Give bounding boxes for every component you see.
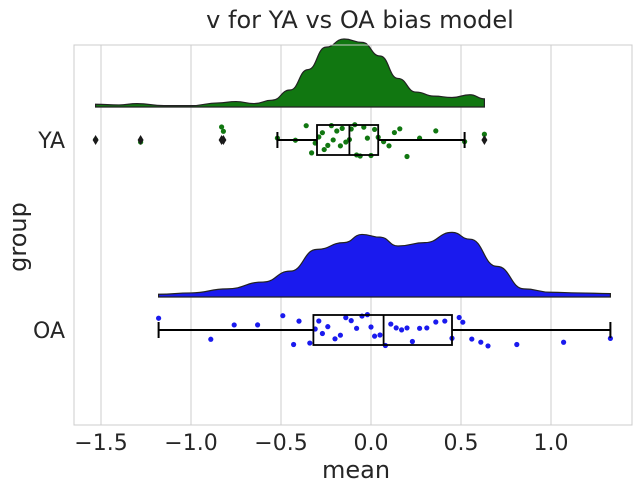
- x-tick-label: 0.0: [354, 431, 389, 456]
- data-point: [386, 143, 392, 149]
- box-plot-ya: [92, 124, 488, 156]
- data-point: [514, 341, 520, 348]
- data-point: [325, 142, 331, 148]
- data-point: [321, 146, 327, 153]
- data-point: [409, 338, 415, 345]
- data-point: [424, 325, 430, 331]
- data-point: [433, 319, 439, 325]
- grid-lines: [100, 45, 552, 425]
- data-point: [296, 318, 302, 324]
- data-point: [469, 336, 475, 342]
- data-point: [337, 143, 343, 149]
- x-tick-label: 0.5: [444, 431, 479, 456]
- data-point: [303, 123, 309, 129]
- category-label: YA: [37, 129, 65, 154]
- density-clouds: [95, 38, 611, 298]
- data-points: [93, 122, 614, 349]
- data-point: [393, 325, 399, 331]
- outlier-marker: [137, 135, 144, 145]
- y-category-labels: YA OA: [33, 129, 65, 344]
- data-point: [156, 315, 162, 321]
- data-point: [481, 131, 487, 137]
- data-point: [368, 324, 374, 330]
- data-point: [607, 335, 614, 342]
- data-point: [372, 333, 378, 339]
- data-point: [332, 336, 338, 342]
- data-point: [280, 313, 286, 319]
- chart-title: v for YA vs OA bias model: [206, 6, 514, 34]
- outlier-marker: [92, 135, 99, 145]
- data-point: [460, 319, 466, 325]
- data-point: [219, 124, 225, 130]
- data-point: [334, 128, 340, 134]
- data-point: [220, 128, 226, 134]
- outlier-marker: [481, 135, 488, 145]
- data-point: [377, 332, 383, 338]
- data-point: [343, 315, 349, 321]
- category-label: OA: [33, 319, 65, 344]
- y-axis-label: group: [4, 202, 32, 272]
- data-point: [316, 318, 322, 324]
- x-tick-label: −0.5: [254, 431, 307, 456]
- data-point: [399, 327, 405, 333]
- x-tick-label: −1.5: [74, 431, 127, 456]
- x-tick-label: −1.0: [164, 431, 217, 456]
- data-point: [388, 321, 394, 327]
- data-point: [325, 324, 331, 330]
- data-point: [391, 129, 397, 136]
- data-point: [339, 125, 345, 131]
- data-point: [319, 330, 325, 337]
- data-point: [337, 332, 343, 338]
- data-point: [319, 130, 325, 136]
- data-point: [208, 336, 214, 342]
- data-point: [354, 325, 360, 331]
- data-point: [364, 135, 370, 141]
- data-point: [255, 322, 261, 328]
- data-point: [348, 318, 354, 324]
- data-point: [442, 318, 448, 324]
- data-point: [561, 339, 567, 345]
- box-plot-oa: [157, 314, 612, 346]
- plot-frame: [73, 44, 633, 426]
- box-plots: [92, 124, 612, 346]
- data-point: [307, 340, 313, 346]
- data-point: [433, 128, 439, 134]
- data-point: [231, 322, 237, 328]
- x-tick-label: 1.0: [534, 431, 569, 456]
- data-point: [485, 343, 491, 349]
- x-axis-label: mean: [322, 456, 390, 484]
- data-point: [417, 325, 423, 331]
- density-cloud-oa: [158, 231, 611, 298]
- data-point: [456, 314, 462, 321]
- data-point: [397, 126, 403, 132]
- x-tick-labels: −1.5 −1.0 −0.5 0.0 0.5 1.0: [74, 431, 568, 456]
- data-point: [291, 341, 297, 348]
- data-point: [404, 325, 410, 331]
- data-point: [330, 137, 336, 143]
- density-cloud-ya: [95, 38, 485, 108]
- data-point: [372, 126, 378, 133]
- data-point: [309, 150, 315, 156]
- data-point: [478, 339, 484, 345]
- iqr-box: [316, 124, 380, 156]
- outlier-marker: [220, 135, 227, 145]
- data-point: [404, 153, 410, 160]
